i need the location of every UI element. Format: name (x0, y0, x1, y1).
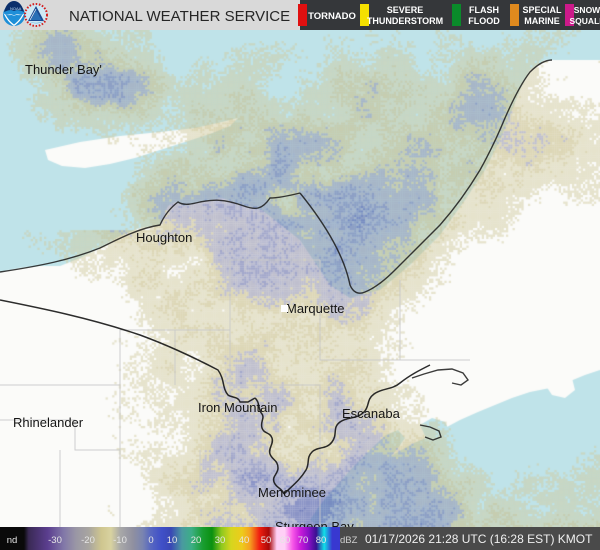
svg-text:Menominee: Menominee (258, 485, 326, 500)
svg-text:SQUALL: SQUALL (570, 16, 600, 26)
svg-text:80: 80 (316, 535, 327, 546)
svg-text:SEVERE: SEVERE (387, 5, 424, 15)
svg-text:TORNADO: TORNADO (308, 11, 356, 22)
svg-text:nd: nd (7, 535, 18, 546)
svg-text:dBZ: dBZ (340, 535, 358, 546)
svg-text:50: 50 (261, 535, 272, 546)
svg-text:30: 30 (215, 535, 226, 546)
svg-text:MARINE: MARINE (524, 16, 560, 26)
svg-text:-20: -20 (81, 535, 95, 546)
svg-text:FLASH: FLASH (469, 5, 499, 15)
svg-text:Escanaba: Escanaba (342, 406, 401, 421)
svg-text:20: 20 (191, 535, 202, 546)
svg-text:Marquette: Marquette (286, 301, 345, 316)
svg-text:Rhinelander: Rhinelander (13, 415, 84, 430)
svg-text:Houghton: Houghton (136, 230, 192, 245)
svg-text:40: 40 (239, 535, 250, 546)
svg-text:THUNDERSTORM: THUNDERSTORM (367, 16, 443, 26)
svg-text:NOAA: NOAA (10, 6, 22, 11)
svg-text:Sturgeon Bay: Sturgeon Bay (275, 519, 354, 527)
svg-text:0: 0 (148, 535, 153, 546)
svg-text:Thunder Bay': Thunder Bay' (25, 62, 102, 77)
svg-text:FLOOD: FLOOD (468, 16, 500, 26)
svg-text:01/17/2026 21:28 UTC (16:28 ES: 01/17/2026 21:28 UTC (16:28 EST) KMOT (365, 532, 593, 546)
svg-text:-30: -30 (48, 535, 62, 546)
svg-text:NATIONAL WEATHER SERVICE: NATIONAL WEATHER SERVICE (69, 8, 290, 25)
svg-text:-10: -10 (113, 535, 127, 546)
svg-text:10: 10 (167, 535, 178, 546)
svg-text:SNOW: SNOW (574, 5, 600, 15)
svg-text:Iron Mountain: Iron Mountain (198, 400, 278, 415)
svg-text:SPECIAL: SPECIAL (522, 5, 562, 15)
svg-text:70: 70 (298, 535, 309, 546)
svg-text:60: 60 (280, 535, 291, 546)
